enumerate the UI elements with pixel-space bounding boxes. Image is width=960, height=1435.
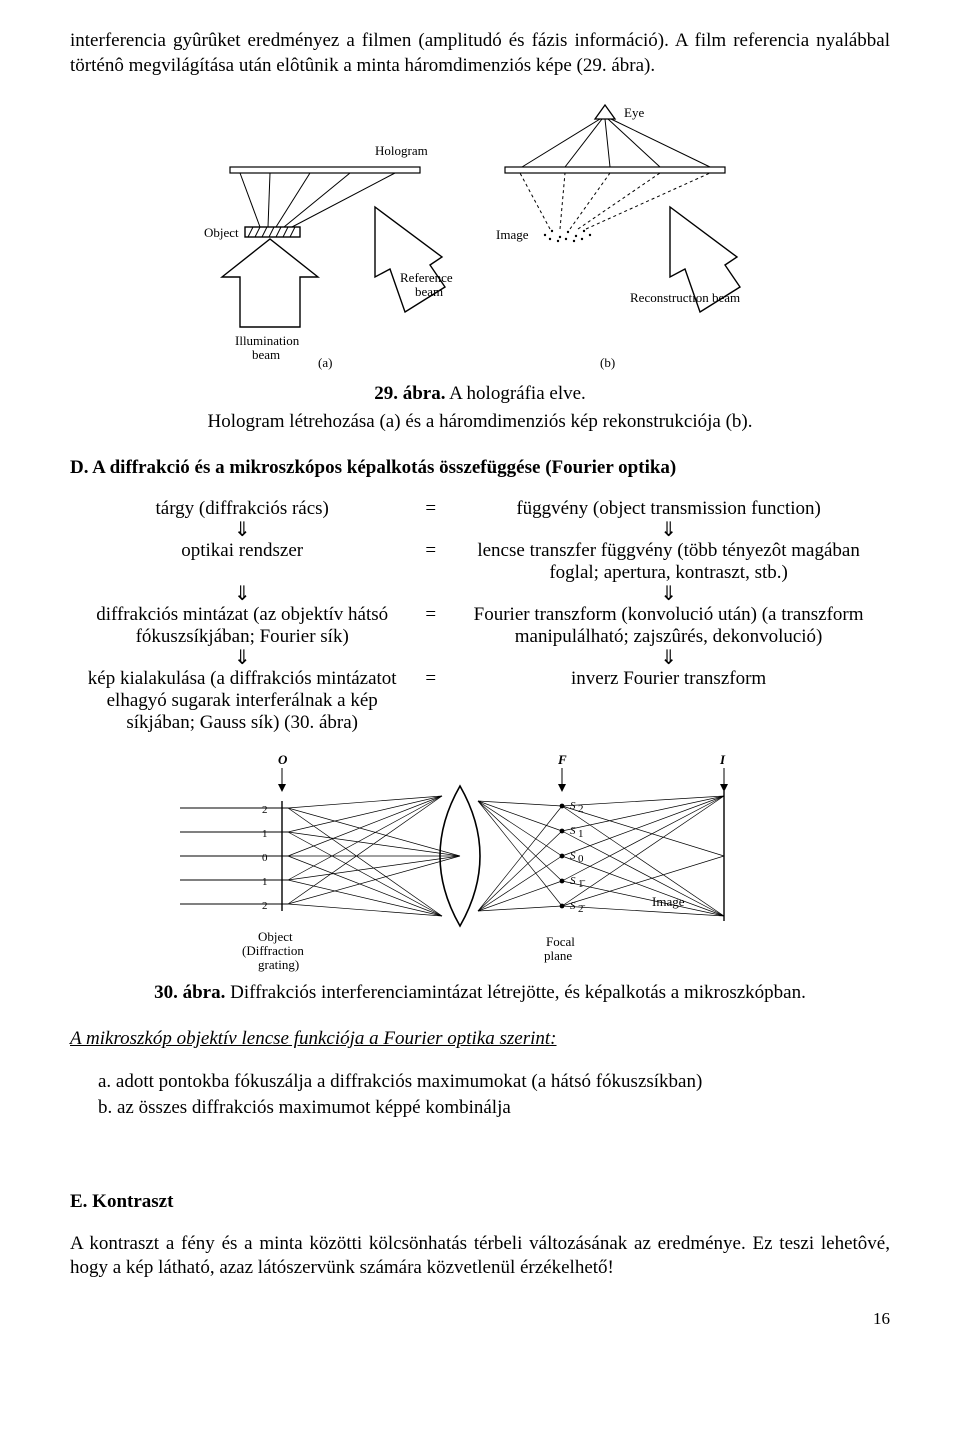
label-s1b: S: [570, 875, 576, 887]
caption-29-rest: A holográfia elve.: [445, 383, 585, 404]
section-d-heading: D. A diffrakció és a mikroszkópos képalk…: [70, 457, 890, 479]
fourier-function-list: a. adott pontokba fókuszálja a diffrakci…: [70, 1069, 890, 1120]
figure-29-caption: 29. ábra. A holográfia elve.: [70, 383, 890, 405]
caption-29-bold: 29. ábra.: [374, 383, 445, 404]
label-object2: (Diffraction: [242, 943, 304, 958]
image-speckle: [544, 230, 591, 242]
label-illum2: beam: [252, 347, 280, 362]
svg-text:2̄: 2̄: [578, 903, 586, 915]
fourier-function-heading: A mikroszkóp objektív lencse funkciója a…: [70, 1028, 890, 1050]
fourier-arrow-3: ⇓⇓: [70, 648, 890, 668]
fourier-4-eq: =: [414, 668, 447, 734]
fourier-arrow-2: ⇓⇓: [70, 584, 890, 604]
label-O: O: [278, 752, 288, 767]
figure-29-subtitle: Hologram létrehozása (a) és a háromdimen…: [70, 411, 890, 433]
page: interferencia gyûrûket eredményez a film…: [0, 0, 960, 1376]
fourier-arrow-1: ⇓⇓: [70, 520, 890, 540]
fourier-2-right: lencse transzfer függvény (több tényezôt…: [447, 540, 890, 584]
fourier-3-left: diffrakciós mintázat (az objektív hátsó …: [70, 604, 414, 648]
label-b: (b): [600, 355, 615, 370]
section-e-heading: E. Kontraszt: [70, 1191, 890, 1213]
label-F: F: [557, 752, 567, 767]
label-object3: grating): [258, 957, 299, 972]
figure-30-caption: 30. ábra. Diffrakciós interferenciamintá…: [70, 982, 890, 1004]
fourier-function-b: b. az összes diffrakciós maximumot képpé…: [98, 1095, 890, 1121]
label-ref1: Reference: [400, 270, 453, 285]
label-eye: Eye: [624, 105, 644, 120]
label-image30: Image: [652, 894, 685, 909]
svg-text:1: 1: [578, 828, 584, 840]
fourier-row-2: optikai rendszer = lencse transzfer függ…: [70, 540, 890, 584]
label-focal1: Focal: [546, 934, 575, 949]
caption-30-bold: 30. ábra.: [154, 982, 225, 1003]
section-e-body: A kontraszt a fény és a minta közötti kö…: [70, 1232, 890, 1281]
diffraction-lens-diagram: O F I 2 1 0 1 2: [160, 746, 800, 976]
label-ref2: beam: [415, 284, 443, 299]
label-hologram: Hologram: [375, 143, 428, 158]
fourier-2-left: optikai rendszer: [70, 540, 414, 584]
fourier-function-a: a. adott pontokba fókuszálja a diffrakci…: [98, 1069, 890, 1095]
label-n1b: 1: [262, 876, 268, 888]
caption-30-rest: Diffrakciós interferenciamintázat létrej…: [225, 982, 806, 1003]
fourier-4-left: kép kialakulása (a diffrakciós mintázato…: [70, 668, 414, 734]
figure-30: O F I 2 1 0 1 2: [70, 746, 890, 976]
page-number: 16: [70, 1309, 890, 1329]
label-focal2: plane: [544, 948, 572, 963]
label-recon: Reconstruction beam: [630, 290, 740, 305]
fourier-1-eq: =: [414, 498, 447, 520]
label-image: Image: [496, 227, 529, 242]
label-n1: 1: [262, 828, 268, 840]
label-object1: Object: [258, 929, 293, 944]
holography-diagram: Hologram Object Illumination beam Refere…: [200, 97, 760, 377]
figure-29: Hologram Object Illumination beam Refere…: [70, 97, 890, 377]
svg-text:1̄: 1̄: [578, 878, 586, 890]
fourier-2-eq: =: [414, 540, 447, 584]
label-object: Object: [204, 225, 239, 240]
fourier-1-right: függvény (object transmission function): [447, 498, 890, 520]
fourier-table: tárgy (diffrakciós rács) = függvény (obj…: [70, 498, 890, 734]
label-a: (a): [318, 355, 332, 370]
label-I: I: [719, 752, 726, 767]
fourier-row-1: tárgy (diffrakciós rács) = függvény (obj…: [70, 498, 890, 520]
fourier-row-4: kép kialakulása (a diffrakciós mintázato…: [70, 668, 890, 734]
fourier-3-right: Fourier transzform (konvolució után) (a …: [447, 604, 890, 648]
fourier-3-eq: =: [414, 604, 447, 648]
fourier-row-3: diffrakciós mintázat (az objektív hátsó …: [70, 604, 890, 648]
label-illum1: Illumination: [235, 333, 300, 348]
fourier-4-right: inverz Fourier transzform: [447, 668, 890, 734]
fourier-1-left: tárgy (diffrakciós rács): [70, 498, 414, 520]
label-s1: S: [570, 825, 576, 837]
label-n2b: 2: [262, 900, 268, 912]
intro-paragraph: interferencia gyûrûket eredményez a film…: [70, 29, 890, 78]
label-n0: 0: [262, 852, 268, 864]
label-n2: 2: [262, 804, 268, 816]
